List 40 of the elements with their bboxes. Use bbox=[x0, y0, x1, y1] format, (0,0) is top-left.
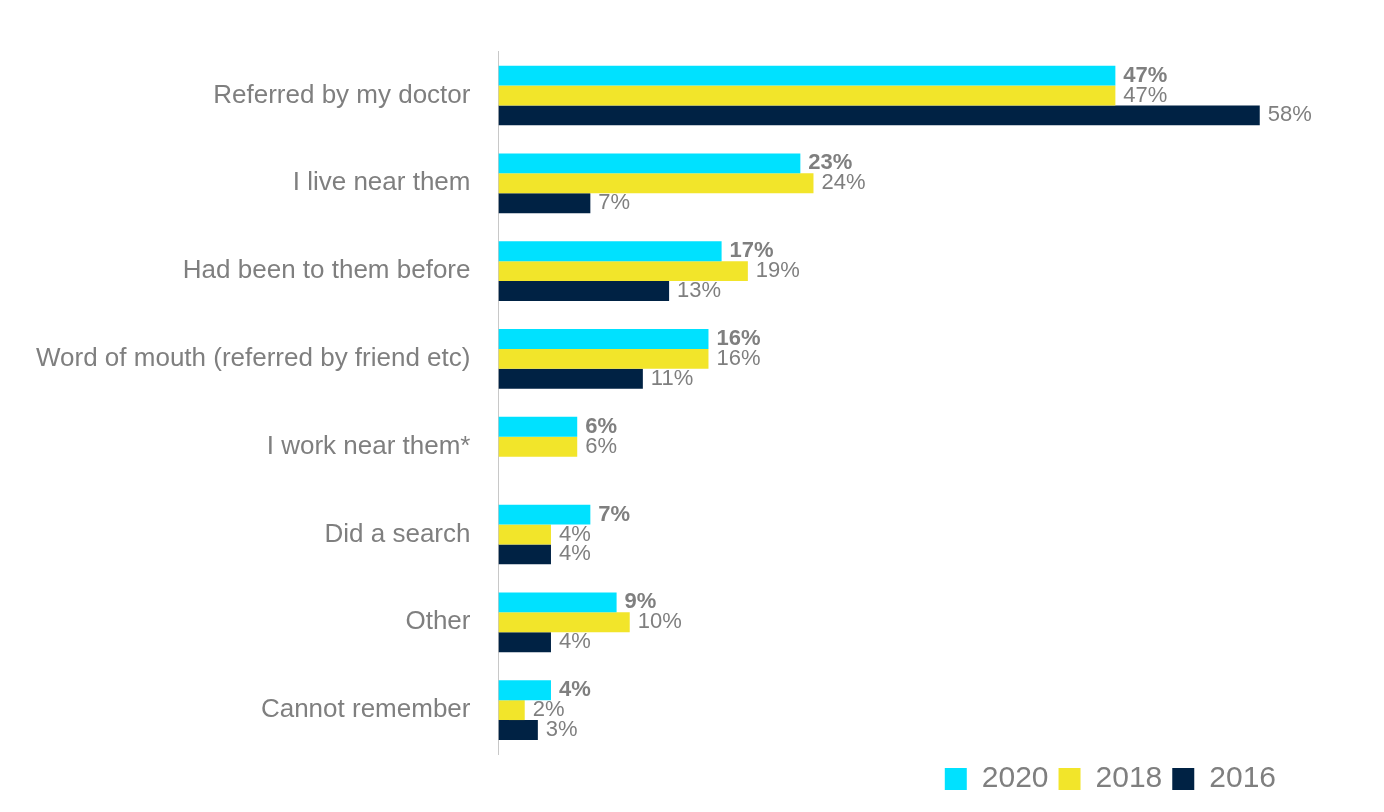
bar bbox=[498, 504, 591, 525]
data-label: 58% bbox=[1267, 101, 1312, 127]
bar bbox=[498, 612, 630, 633]
bar bbox=[498, 524, 551, 545]
legend-label: 2016 bbox=[1209, 760, 1277, 794]
bar bbox=[498, 700, 525, 721]
y-tick-label: I work near them* bbox=[266, 429, 471, 460]
y-tick-label: I live near them bbox=[292, 166, 471, 197]
bar bbox=[498, 105, 1260, 126]
bar bbox=[498, 173, 814, 194]
bar bbox=[498, 348, 709, 369]
bar bbox=[498, 720, 538, 740]
bar bbox=[498, 153, 801, 174]
y-tick-label: Other bbox=[405, 605, 471, 636]
data-label: 7% bbox=[598, 189, 631, 215]
y-tick-label: Had been to them before bbox=[182, 254, 471, 285]
bar bbox=[498, 281, 670, 301]
bar bbox=[498, 544, 551, 565]
data-label: 7% bbox=[598, 500, 631, 526]
bar bbox=[498, 193, 591, 214]
bar bbox=[498, 241, 722, 262]
data-label: 11% bbox=[650, 364, 694, 390]
y-tick-label: Referred by my doctor bbox=[213, 78, 471, 109]
bar bbox=[498, 592, 617, 613]
bar bbox=[498, 261, 748, 282]
data-label: 4% bbox=[558, 628, 591, 654]
bar bbox=[498, 416, 578, 437]
data-label: 13% bbox=[677, 277, 722, 303]
y-tick-label: Cannot remember bbox=[260, 693, 471, 724]
bar bbox=[498, 65, 1116, 86]
legend-label: 2018 bbox=[1095, 760, 1163, 794]
bar bbox=[498, 368, 643, 389]
bar bbox=[498, 329, 709, 349]
y-tick-label: Word of mouth (referred by friend etc) bbox=[35, 342, 471, 373]
bar bbox=[498, 436, 578, 457]
y-tick-label: Did a search bbox=[324, 517, 471, 548]
legend-label: 2020 bbox=[981, 760, 1049, 794]
bar bbox=[498, 632, 551, 653]
bar bbox=[498, 85, 1116, 106]
bar bbox=[498, 680, 551, 701]
